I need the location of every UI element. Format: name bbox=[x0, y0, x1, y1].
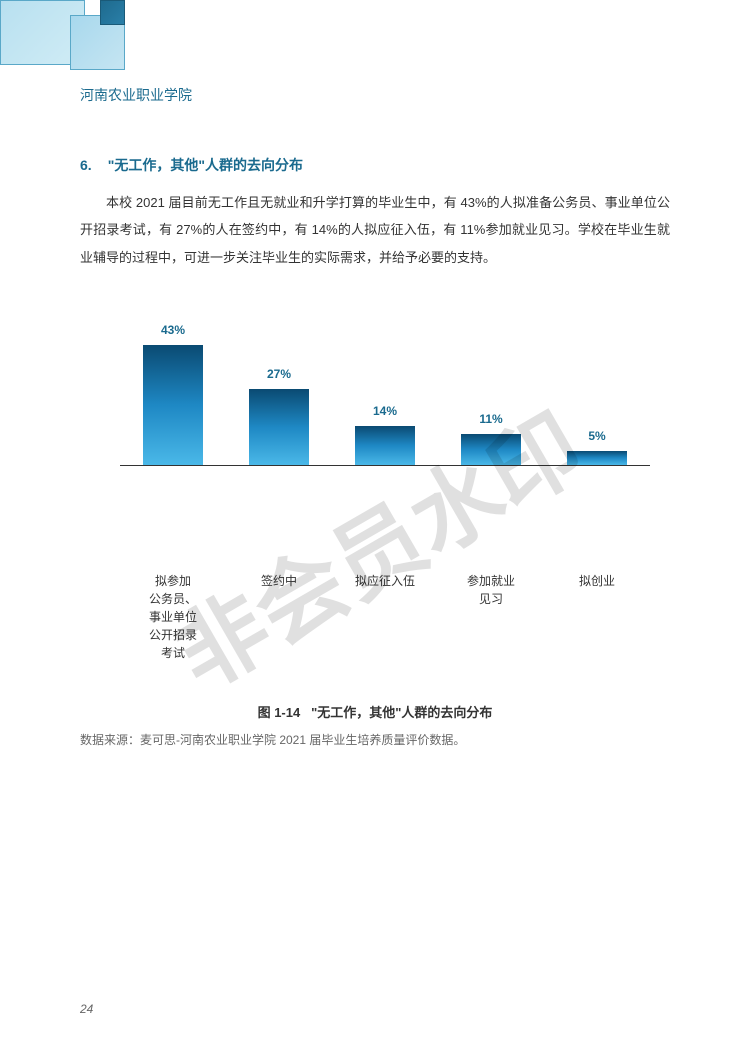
section-title-text: "无工作，其他"人群的去向分布 bbox=[108, 157, 303, 173]
bar: 27% bbox=[249, 389, 309, 465]
section-number: 6. bbox=[80, 157, 92, 173]
bar-group: 14% bbox=[340, 426, 430, 465]
data-source: 数据来源：麦可思-河南农业职业学院 2021 届毕业生培养质量评价数据。 bbox=[80, 731, 670, 748]
chart-plot-area: 43% 27% 14% 11% 5% bbox=[120, 326, 650, 466]
figure-title: "无工作，其他"人群的去向分布 bbox=[311, 705, 492, 720]
bar: 14% bbox=[355, 426, 415, 465]
bar-group: 43% bbox=[128, 345, 218, 465]
category-label: 参加就业见习 bbox=[446, 566, 536, 662]
category-label: 拟应征入伍 bbox=[340, 566, 430, 662]
bar-group: 27% bbox=[234, 389, 324, 465]
bar-group: 5% bbox=[552, 451, 642, 465]
bar: 43% bbox=[143, 345, 203, 465]
bar: 5% bbox=[567, 451, 627, 465]
figure-number: 图 1-14 bbox=[258, 705, 301, 720]
institution-name: 河南农业职业学院 bbox=[80, 85, 192, 105]
category-label: 签约中 bbox=[234, 566, 324, 662]
page-number: 24 bbox=[80, 1002, 93, 1016]
bar-value-label: 14% bbox=[373, 404, 397, 418]
bar-value-label: 27% bbox=[267, 367, 291, 381]
bar-value-label: 11% bbox=[479, 412, 502, 426]
section-paragraph: 本校 2021 届目前无工作且无就业和升学打算的毕业生中，有 43%的人拟准备公… bbox=[80, 189, 670, 271]
bar-group: 11% bbox=[446, 434, 536, 465]
decor-square bbox=[100, 0, 125, 25]
figure-caption: 图 1-14 "无工作，其他"人群的去向分布 bbox=[80, 702, 670, 721]
bar-value-label: 43% bbox=[161, 323, 185, 337]
page-content: 6. "无工作，其他"人群的去向分布 本校 2021 届目前无工作且无就业和升学打… bbox=[80, 155, 670, 748]
bar: 11% bbox=[461, 434, 521, 465]
chart-category-labels: 拟参加公务员、事业单位公开招录考试签约中拟应征入伍参加就业见习拟创业 bbox=[80, 566, 670, 662]
category-label: 拟参加公务员、事业单位公开招录考试 bbox=[128, 566, 218, 662]
bar-chart: 43% 27% 14% 11% 5% bbox=[80, 326, 670, 566]
category-label: 拟创业 bbox=[552, 566, 642, 662]
section-heading: 6. "无工作，其他"人群的去向分布 bbox=[80, 155, 670, 175]
bar-value-label: 5% bbox=[588, 429, 605, 443]
